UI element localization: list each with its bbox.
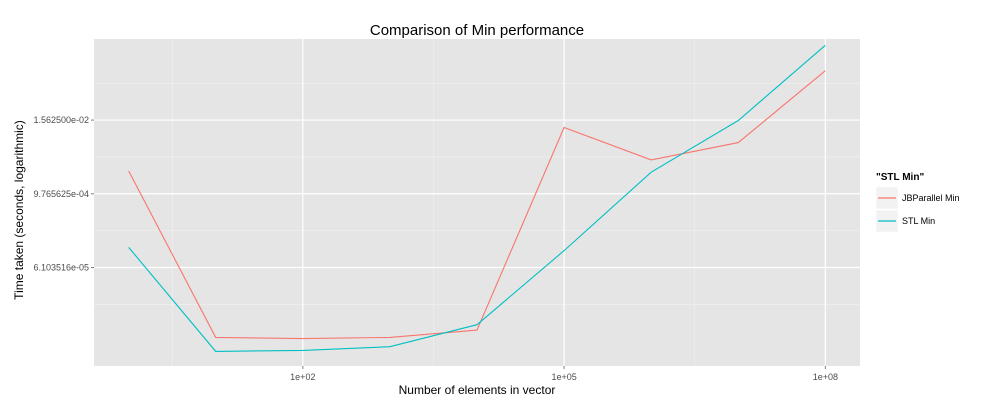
x-axis-ticks: 1e+02 1e+05 1e+08 xyxy=(290,366,838,382)
y-axis-title: Time taken (seconds, logarithmic) xyxy=(12,120,26,300)
series-line-jbparallel-min xyxy=(128,70,826,340)
series-lines xyxy=(128,44,826,352)
grid-major xyxy=(94,39,860,366)
grid-minor xyxy=(94,39,860,366)
legend: "STL Min" JBParallel Min STL Min xyxy=(875,172,960,233)
legend-item: STL Min xyxy=(875,209,935,233)
y-tick-label: 9.765625e-04 xyxy=(33,189,89,199)
legend-label: STL Min xyxy=(902,216,935,226)
y-tick-label: 1.562500e-02 xyxy=(33,115,89,125)
x-tick-label: 1e+05 xyxy=(551,372,576,382)
legend-label: JBParallel Min xyxy=(902,193,960,203)
legend-title: "STL Min" xyxy=(876,172,924,183)
x-axis-title: Number of elements in vector xyxy=(399,383,556,397)
series-line-stl-min xyxy=(128,44,826,352)
legend-item: JBParallel Min xyxy=(875,186,960,210)
chart-title: Comparison of Min performance xyxy=(370,22,584,39)
x-tick-label: 1e+02 xyxy=(290,372,315,382)
y-tick-label: 6.103516e-05 xyxy=(33,262,89,272)
plot-panel xyxy=(94,39,860,366)
x-tick-label: 1e+08 xyxy=(813,372,838,382)
y-axis-ticks: 6.103516e-05 9.765625e-04 1.562500e-02 xyxy=(33,115,94,272)
